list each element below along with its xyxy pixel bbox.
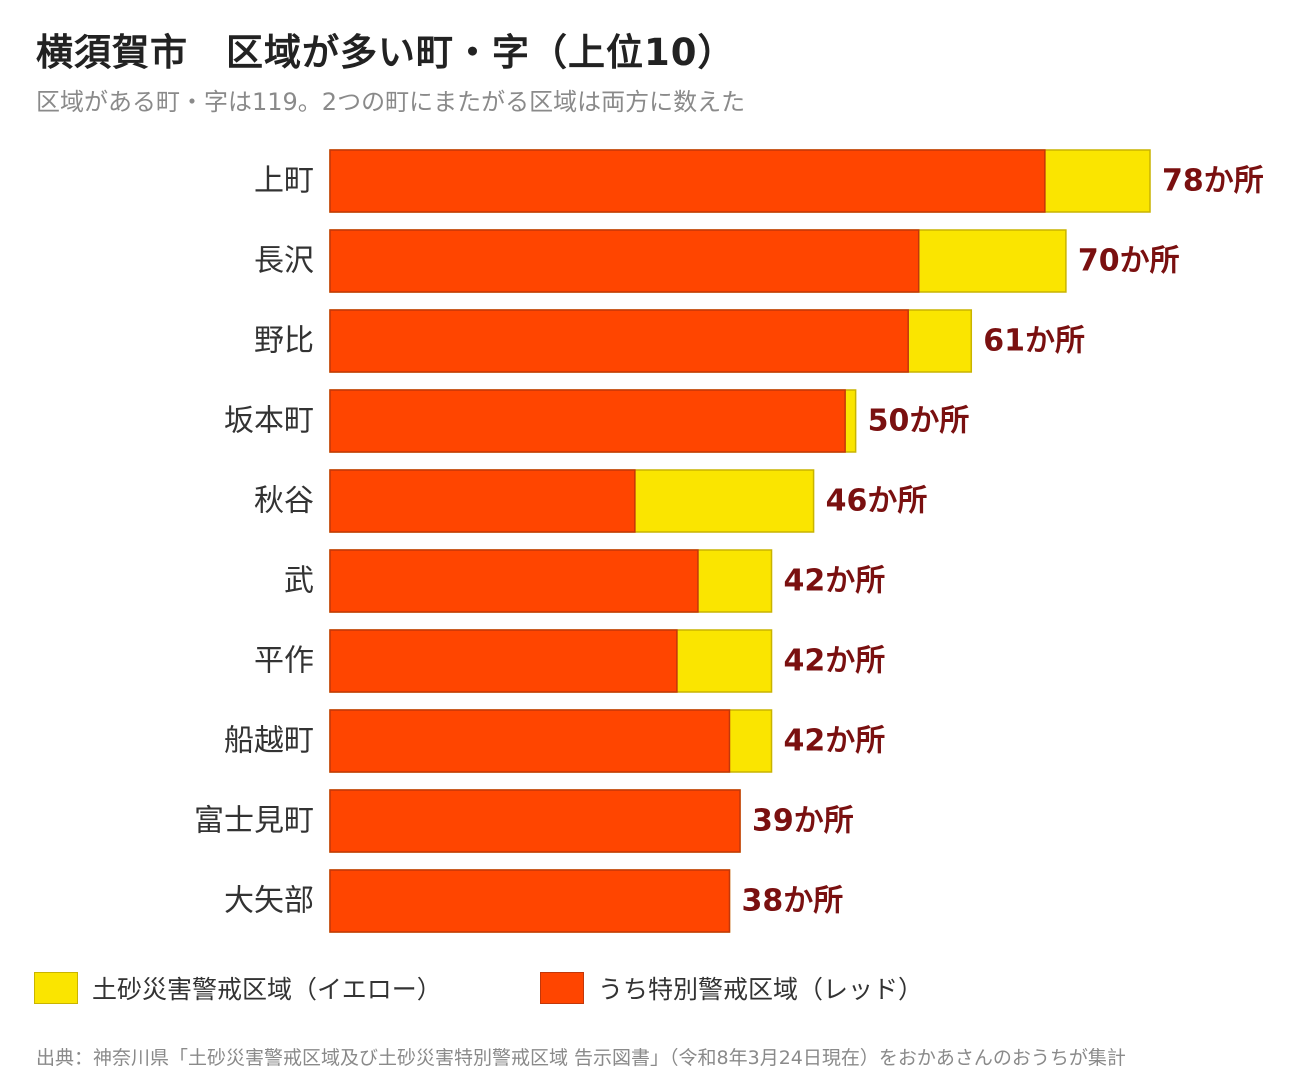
value-label: 39か所 <box>752 804 854 839</box>
legend-label-yellow: 土砂災害警戒区域（イエロー） <box>92 975 442 1004</box>
legend-label-red: うち特別警戒区域（レッド） <box>598 975 924 1004</box>
value-label: 61か所 <box>983 324 1085 359</box>
value-label: 38か所 <box>741 884 843 919</box>
value-label: 42か所 <box>784 644 886 679</box>
category-label: 富士見町 <box>194 804 314 839</box>
legend-swatch-red <box>540 972 584 1004</box>
value-label: 50か所 <box>868 404 970 439</box>
bar-red <box>329 149 1046 213</box>
chart-subtitle: 区域がある町・字は119。2つの町にまたがる区域は両方に数えた <box>36 88 746 116</box>
chart-title: 横須賀市 区域が多い町・字（上位10） <box>36 31 736 74</box>
value-label: 78か所 <box>1162 164 1264 199</box>
category-label: 坂本町 <box>224 404 314 439</box>
legend-item-red: うち特別警戒区域（レッド） <box>540 970 923 1006</box>
category-label: 船越町 <box>224 724 314 759</box>
source-note: 出典：神奈川県「土砂災害警戒区域及び土砂災害特別警戒区域 告示図書」（令和8年3… <box>36 1047 1126 1069</box>
legend-item-yellow: 土砂災害警戒区域（イエロー） <box>34 970 442 1006</box>
value-label: 42か所 <box>784 724 886 759</box>
category-label: 武 <box>284 564 314 599</box>
value-label: 42か所 <box>784 564 886 599</box>
bar-red <box>329 869 731 933</box>
bar-red <box>329 309 909 373</box>
bar-red <box>329 789 741 853</box>
bar-red <box>329 469 636 533</box>
category-label: 秋谷 <box>254 484 314 519</box>
bar-red <box>329 389 846 453</box>
category-label: 平作 <box>254 644 314 679</box>
bar-red <box>329 549 699 613</box>
category-label: 長沢 <box>254 244 314 279</box>
bar-red <box>329 709 731 773</box>
value-label: 70か所 <box>1078 244 1180 279</box>
legend-swatch-yellow <box>34 972 78 1004</box>
value-label: 46か所 <box>826 484 928 519</box>
category-label: 上町 <box>254 164 314 199</box>
category-label: 大矢部 <box>224 884 314 919</box>
bar-red <box>329 229 920 293</box>
category-label: 野比 <box>254 324 314 359</box>
bar-red <box>329 629 678 693</box>
